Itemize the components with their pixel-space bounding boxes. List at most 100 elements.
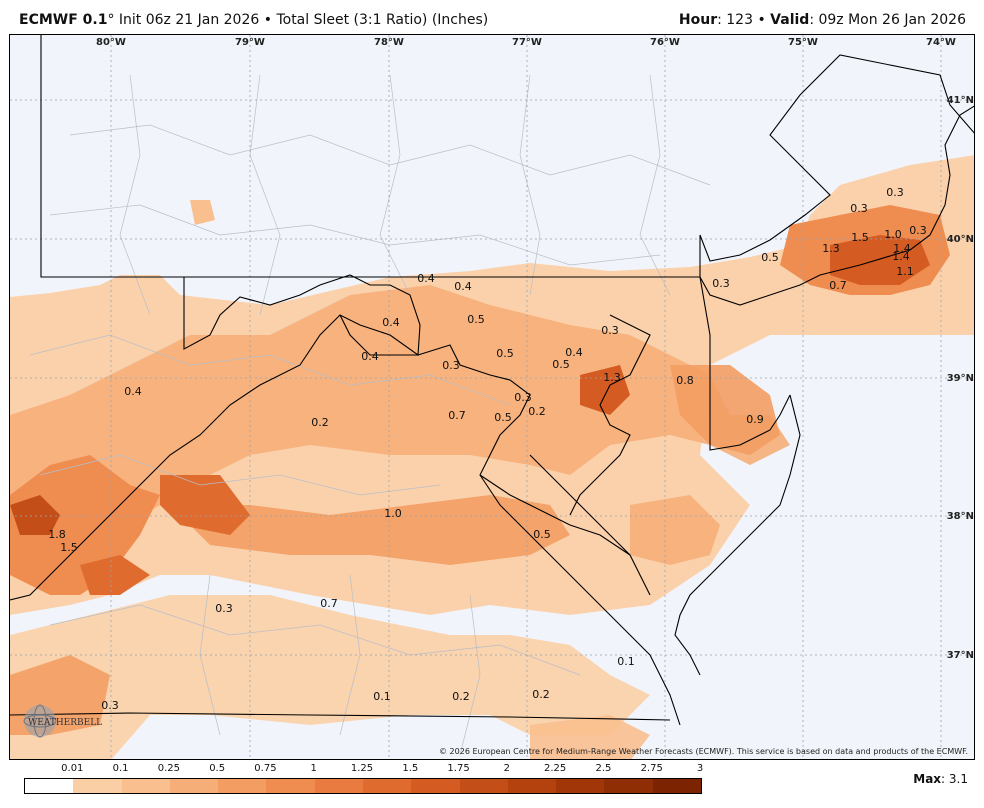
- value-label: 0.3: [215, 602, 233, 615]
- value-label: 1.4: [892, 250, 910, 263]
- lon-label: 74°W: [926, 37, 956, 48]
- forecast-time: Hour: 123 • Valid: 09z Mon 26 Jan 2026: [679, 12, 966, 28]
- value-label: 0.1: [373, 690, 391, 703]
- sleet-area: [190, 200, 215, 225]
- value-label: 0.3: [909, 224, 927, 237]
- value-label: 0.2: [532, 688, 550, 701]
- value-label: 0.4: [565, 346, 583, 359]
- sleet-area: [10, 595, 650, 759]
- sleet-area: [630, 495, 720, 565]
- value-label: 0.3: [712, 277, 730, 290]
- hour-value: : 123: [717, 12, 753, 28]
- sleet-area: [670, 365, 780, 455]
- valid-label: Valid: [770, 12, 810, 28]
- value-labels: 0.4 0.4 0.5 0.4 0.4 0.3 0.5 0.4 0.5 0.3 …: [48, 186, 927, 712]
- legend-tick-label: 1: [310, 763, 317, 774]
- value-label: 1.5: [851, 231, 869, 244]
- sleet-area: [580, 365, 630, 415]
- value-label: 0.4: [417, 272, 435, 285]
- lon-label: 79°W: [235, 37, 265, 48]
- value-label: 0.1: [617, 655, 635, 668]
- sleet-area: [170, 495, 570, 565]
- county-lines: [29, 74, 711, 756]
- sleet-area: [80, 555, 150, 595]
- value-label: 0.5: [494, 411, 512, 424]
- value-label: 1.4: [893, 242, 911, 255]
- latitude-labels: 41°N 40°N 39°N 38°N 37°N: [947, 95, 974, 661]
- legend-swatch: [362, 779, 412, 793]
- value-label: 0.4: [361, 350, 379, 363]
- copyright-notice: © 2026 European Centre for Medium-Range …: [439, 747, 968, 756]
- legend-swatch: [266, 779, 315, 793]
- lon-label: 80°W: [96, 37, 126, 48]
- legend-swatch: [73, 779, 122, 793]
- value-label: 0.7: [320, 597, 338, 610]
- value-label: 0.7: [829, 279, 847, 292]
- legend-tick-label: 0.5: [209, 763, 226, 774]
- value-label: 1.3: [603, 371, 621, 384]
- legend-swatch: [652, 779, 701, 793]
- sleet-area: [830, 235, 930, 285]
- value-label: 1.1: [896, 265, 914, 278]
- value-label: 0.4: [454, 280, 472, 293]
- value-label: 1.0: [884, 228, 902, 241]
- value-label: 1.0: [384, 507, 402, 520]
- legend-colorbar: [24, 778, 702, 794]
- lon-label: 77°W: [512, 37, 542, 48]
- sleet-area: [10, 285, 790, 575]
- lat-label: 40°N: [947, 234, 974, 245]
- legend-swatch: [121, 779, 170, 793]
- value-label: 0.3: [514, 391, 532, 404]
- valid-value: : 09z Mon 26 Jan 2026: [809, 12, 966, 28]
- value-label: 0.5: [533, 528, 551, 541]
- init-time: Init 06z 21 Jan 2026: [118, 12, 260, 28]
- legend-tick-label: 2.5: [595, 763, 612, 774]
- value-label: 0.4: [124, 385, 142, 398]
- lat-label: 39°N: [947, 373, 974, 384]
- value-label: 0.4: [382, 316, 400, 329]
- sleet-fields: [10, 155, 974, 759]
- bullet-separator-2: •: [757, 12, 766, 28]
- product-name: Total Sleet (3:1 Ratio) (Inches): [276, 12, 489, 28]
- legend-swatch: [507, 779, 557, 793]
- bullet-separator: •: [263, 12, 272, 28]
- degree-symbol: °: [107, 12, 115, 28]
- value-label: 0.5: [467, 313, 485, 326]
- value-label: 0.3: [101, 699, 119, 712]
- legend-tick-label: 0.25: [157, 763, 180, 774]
- value-label: 0.5: [761, 251, 779, 264]
- weatherbell-logo: WEATHERBELL: [16, 703, 106, 739]
- value-label: 0.2: [311, 416, 329, 429]
- legend-swatch: [169, 779, 219, 793]
- legend-swatch: [459, 779, 508, 793]
- map-title: ECMWF 0.1° Init 06z 21 Jan 2026 • Total …: [19, 12, 488, 28]
- lat-label: 37°N: [947, 650, 974, 661]
- value-label: 0.3: [601, 324, 619, 337]
- value-label: 0.8: [676, 374, 694, 387]
- legend-swatch: [218, 779, 267, 793]
- legend-swatch: [604, 779, 653, 793]
- hour-label: Hour: [678, 12, 718, 28]
- map-panel[interactable]: 80°W 79°W 78°W 77°W 76°W 75°W 74°W 41°N …: [9, 34, 975, 760]
- lon-label: 76°W: [650, 37, 680, 48]
- logo-wordmark: WEATHERBELL: [28, 718, 102, 728]
- legend-tick-label: 2: [503, 763, 511, 774]
- globe-icon: WEATHERBELL: [23, 704, 102, 738]
- legend-tick-label: 2.25: [544, 763, 567, 774]
- map-header: ECMWF 0.1° Init 06z 21 Jan 2026 • Total …: [0, 0, 984, 34]
- sleet-area: [10, 455, 160, 595]
- lon-label: 78°W: [374, 37, 404, 48]
- model-name: ECMWF 0.1: [19, 12, 108, 28]
- legend-tick-label: 0.75: [254, 763, 277, 774]
- value-label: 0.3: [442, 359, 460, 372]
- value-label: 0.3: [850, 202, 868, 215]
- value-label: 0.7: [448, 409, 466, 422]
- graticule: [10, 35, 974, 759]
- state-borders: [10, 35, 974, 726]
- legend-tick-label: 1.25: [350, 763, 374, 774]
- lat-label: 38°N: [947, 511, 974, 522]
- legend-tick-label: 0.1: [112, 763, 129, 774]
- legend-swatch: [556, 779, 605, 793]
- legend-swatch: [411, 779, 460, 793]
- value-label: 0.5: [496, 347, 514, 360]
